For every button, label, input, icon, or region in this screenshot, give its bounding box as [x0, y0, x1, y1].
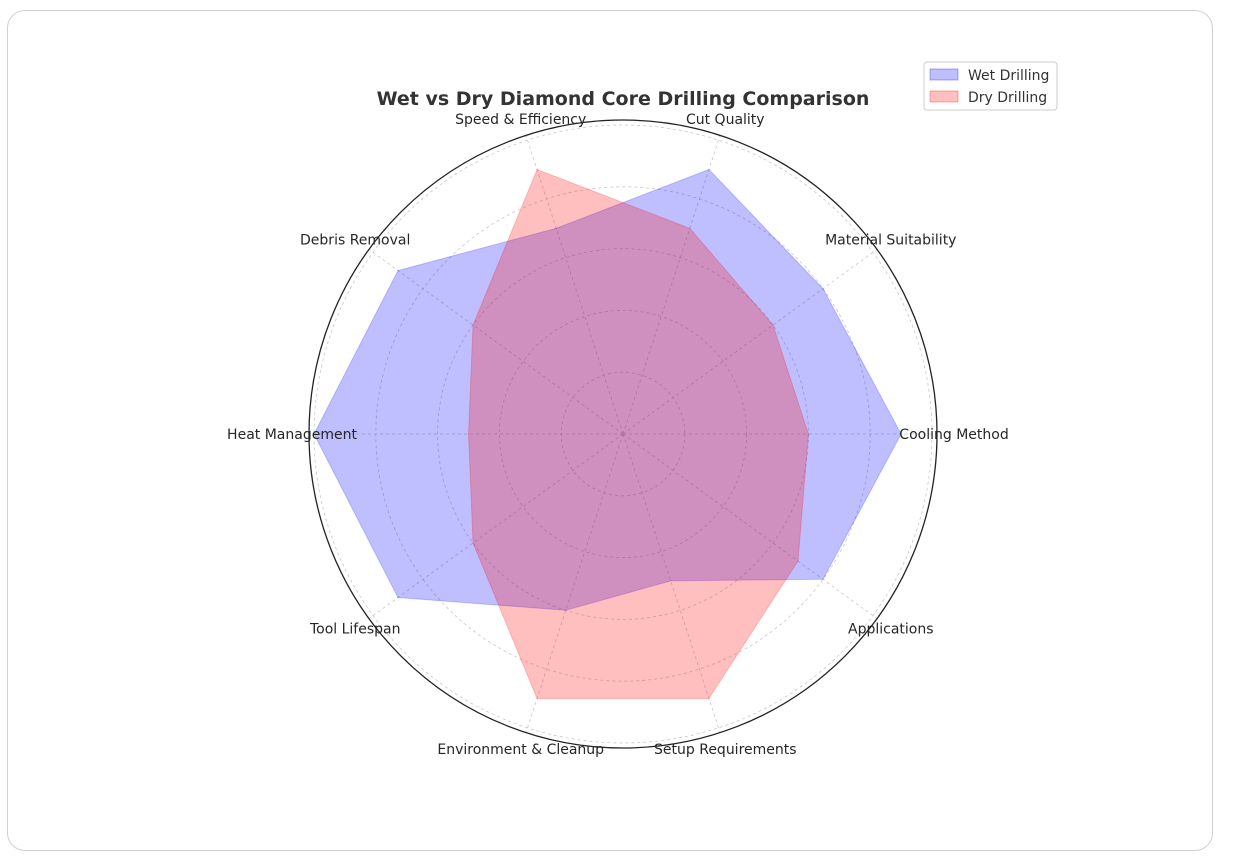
axis-label: Heat Management — [227, 427, 357, 443]
outer-frame — [308, 119, 938, 749]
legend: Wet Drilling Dry Drilling — [923, 61, 1058, 111]
data-point — [536, 169, 538, 171]
grid-spoke — [622, 433, 878, 619]
axis-label: Applications — [848, 622, 934, 638]
axis-label: Environment & Cleanup — [437, 742, 604, 758]
data-point — [468, 433, 469, 435]
axis-labels: Cooling Method Material Suitability Cut Qu… — [227, 112, 1009, 758]
series-area-dry — [467, 168, 809, 699]
chart-card — [7, 10, 1213, 851]
data-point — [708, 169, 710, 171]
grid-spoke — [622, 249, 878, 435]
data-point — [797, 560, 799, 562]
grid-spoke — [525, 135, 624, 435]
axis-label: Speed & Efficiency — [455, 112, 586, 128]
axis-label: Material Suitability — [825, 232, 956, 248]
data-point — [536, 697, 538, 699]
chart-title: Wet vs Dry Diamond Core Drilling Compari… — [377, 88, 870, 110]
grid-ring — [498, 309, 747, 558]
data-point — [397, 270, 399, 272]
series-layer — [313, 168, 902, 699]
data-point — [772, 324, 774, 326]
grid-spoke — [622, 433, 721, 733]
data-point — [397, 596, 399, 598]
grid-spoke — [525, 433, 624, 733]
data-point — [689, 227, 691, 229]
data-point — [555, 227, 557, 229]
data-point — [822, 288, 824, 290]
axis-label: Cooling Method — [899, 427, 1008, 443]
grid — [308, 119, 938, 749]
axis-label: Setup Requirements — [654, 742, 797, 758]
data-point — [472, 542, 474, 544]
data-point — [313, 433, 315, 435]
axis-label: Tool Lifespan — [309, 622, 401, 638]
legend-label-dry: Dry Drilling — [968, 90, 1047, 106]
series-area-wet — [313, 168, 902, 611]
axis-label: Cut Quality — [686, 112, 765, 128]
legend-swatch-dry — [929, 90, 959, 103]
legend-box — [923, 61, 1058, 111]
data-point — [472, 324, 474, 326]
axis-label: Debris Removal — [300, 232, 410, 248]
data-point — [565, 609, 567, 611]
legend-swatch-wet — [929, 68, 959, 81]
grid-spoke — [368, 433, 624, 619]
legend-label-wet: Wet Drilling — [968, 68, 1049, 84]
grid-ring — [437, 248, 809, 620]
data-point — [670, 580, 672, 582]
data-point — [708, 697, 710, 699]
data-point — [900, 433, 902, 435]
data-point — [822, 578, 824, 580]
data-point — [807, 433, 809, 435]
grid-spoke — [622, 135, 721, 435]
grid-spoke — [368, 249, 624, 435]
